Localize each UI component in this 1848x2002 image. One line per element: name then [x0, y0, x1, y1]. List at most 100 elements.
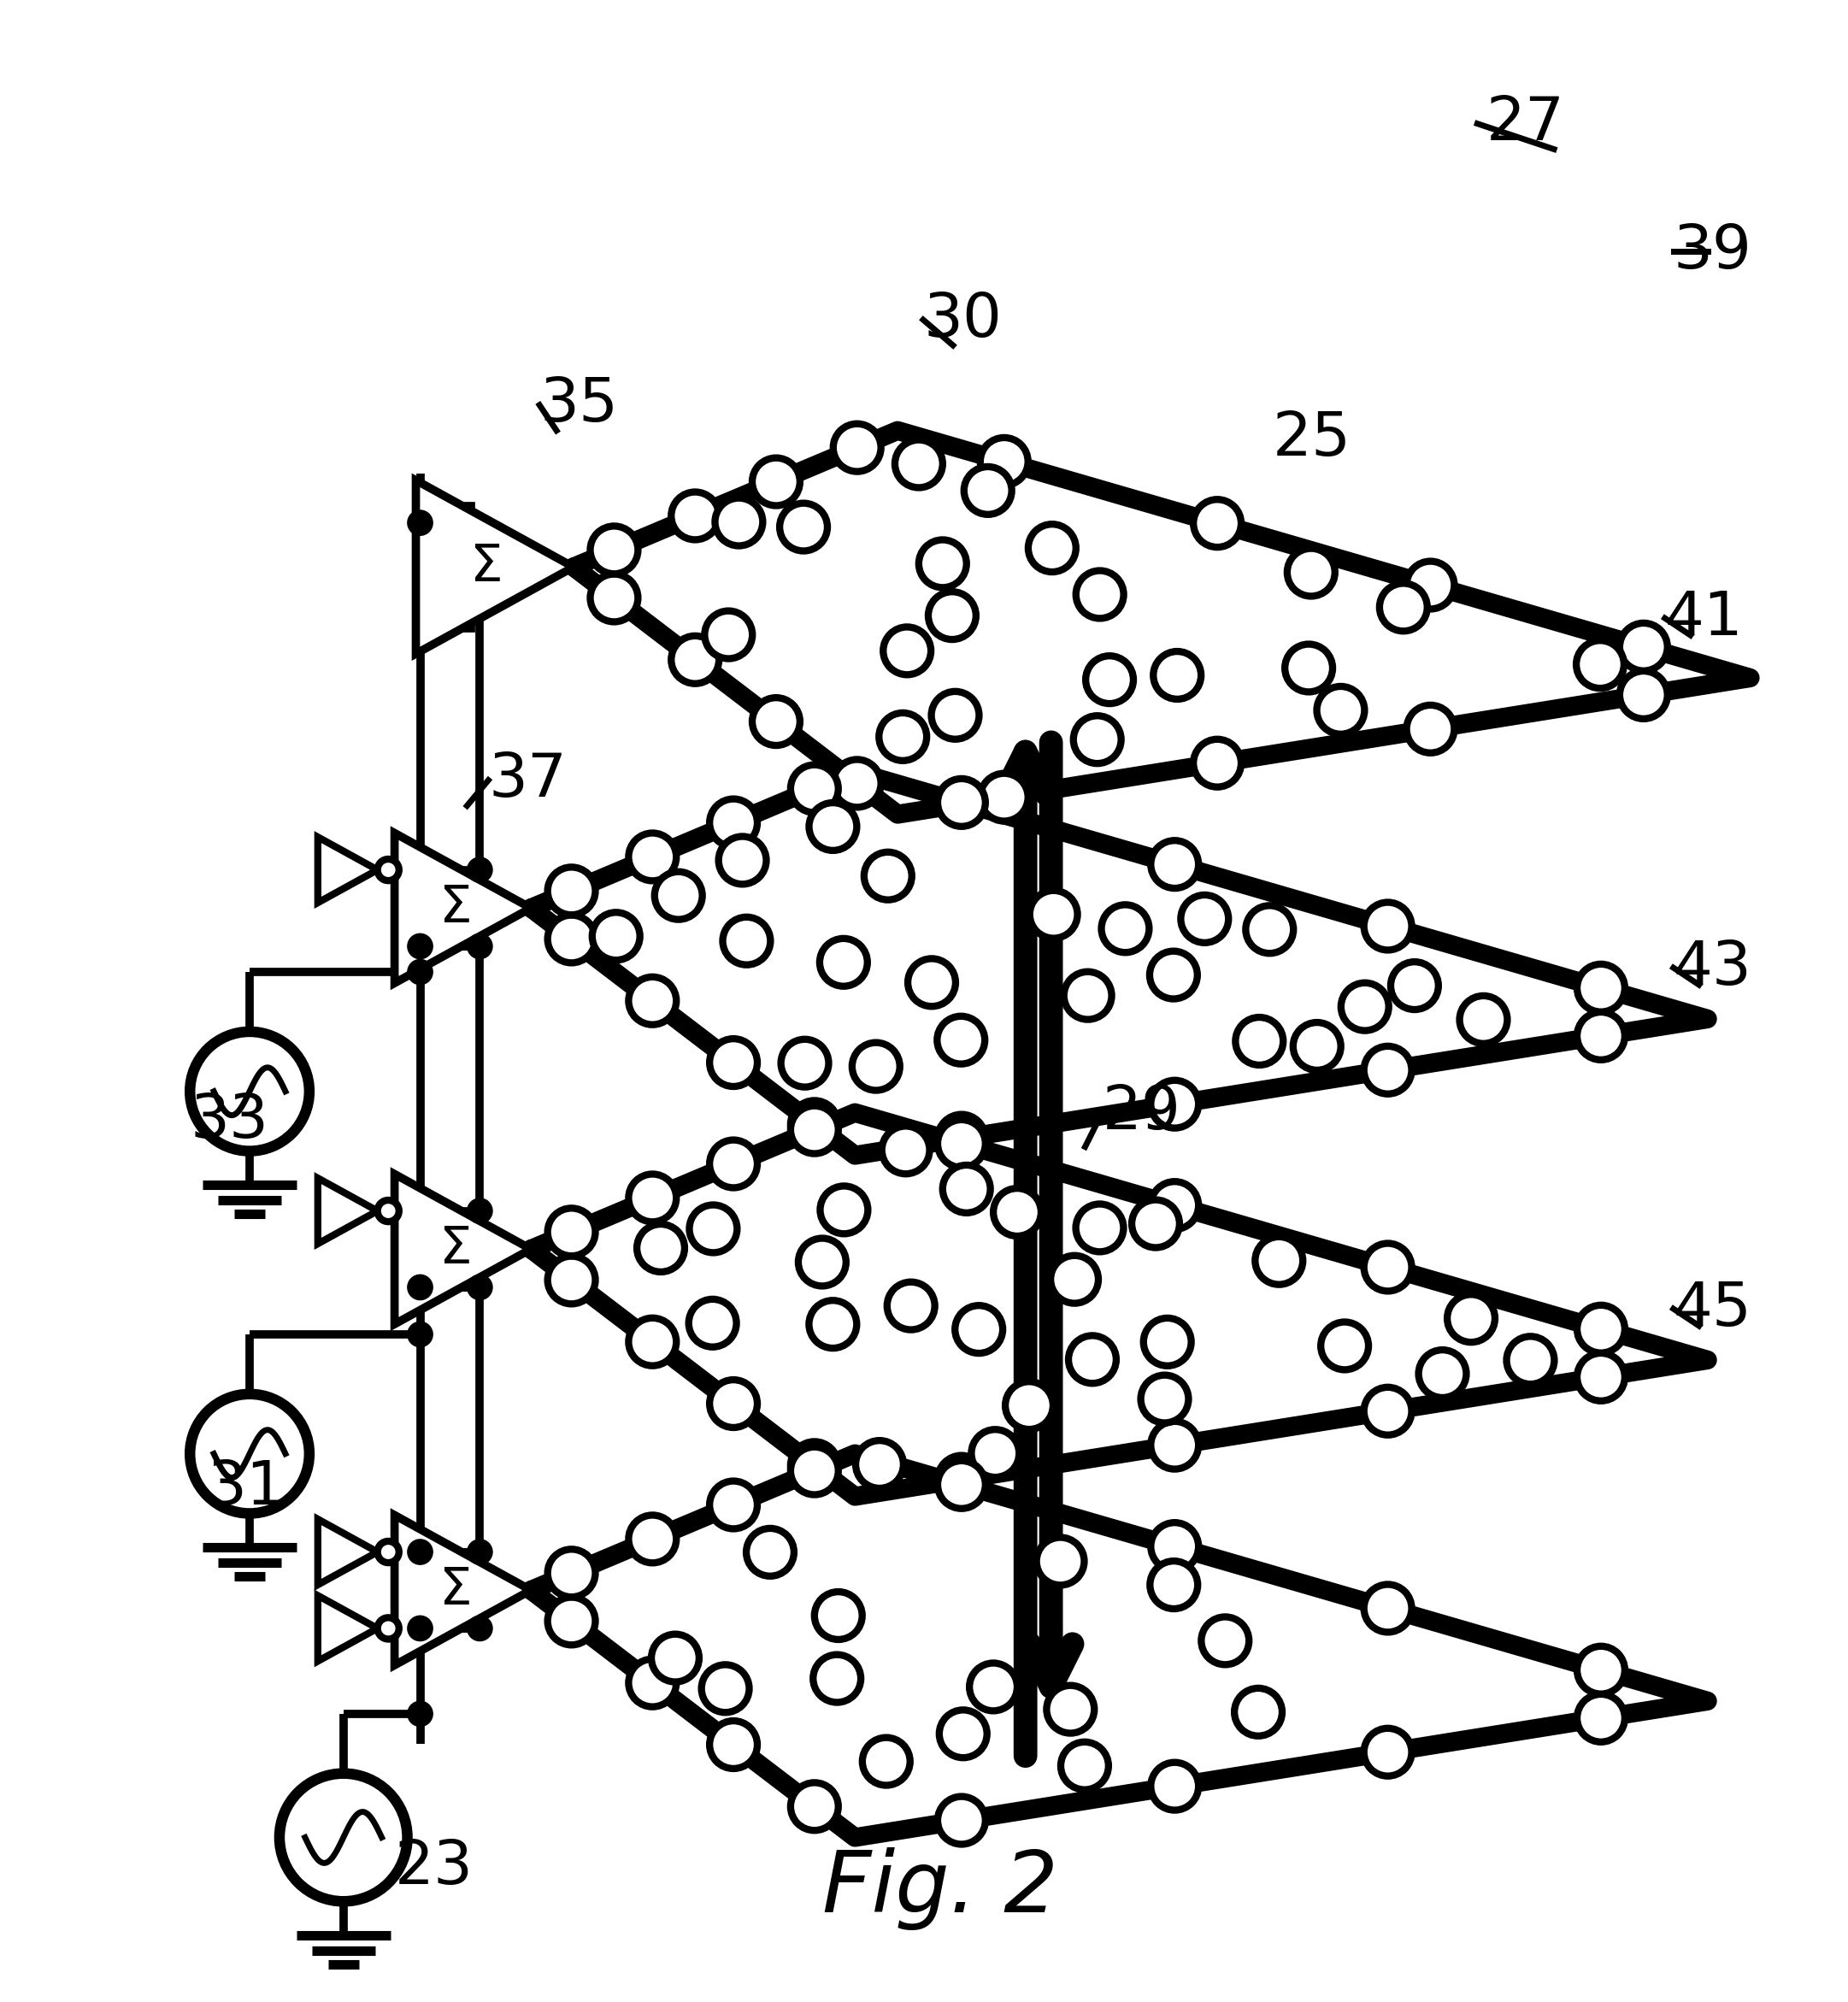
Bar	[425, 507, 471, 629]
Circle shape	[1576, 965, 1624, 1011]
Circle shape	[833, 759, 881, 807]
Circle shape	[704, 611, 752, 659]
Circle shape	[468, 1199, 492, 1223]
Circle shape	[979, 438, 1027, 484]
Circle shape	[1364, 1243, 1412, 1291]
Circle shape	[702, 1666, 748, 1712]
Circle shape	[1392, 961, 1438, 1009]
Circle shape	[1447, 1295, 1495, 1341]
Circle shape	[1151, 1421, 1199, 1469]
Circle shape	[955, 1305, 1003, 1353]
Circle shape	[1576, 1305, 1624, 1353]
Circle shape	[1076, 1203, 1124, 1251]
Circle shape	[638, 1223, 684, 1271]
Polygon shape	[395, 1173, 530, 1323]
Circle shape	[782, 1039, 828, 1087]
Circle shape	[970, 1664, 1016, 1712]
Circle shape	[1406, 561, 1454, 609]
Circle shape	[780, 503, 828, 551]
Circle shape	[791, 765, 839, 813]
Circle shape	[710, 799, 758, 847]
Circle shape	[1068, 1335, 1116, 1383]
Circle shape	[809, 1301, 857, 1347]
Circle shape	[1284, 645, 1332, 693]
Circle shape	[1619, 623, 1667, 671]
Circle shape	[628, 1516, 676, 1564]
Circle shape	[377, 859, 399, 881]
Polygon shape	[395, 1516, 530, 1666]
Text: 41: 41	[1665, 589, 1743, 649]
Circle shape	[1085, 657, 1133, 703]
Circle shape	[689, 1299, 737, 1347]
Circle shape	[1321, 1321, 1369, 1369]
Circle shape	[1064, 971, 1112, 1019]
Text: 33: 33	[190, 1091, 268, 1151]
Text: Σ: Σ	[471, 543, 503, 593]
Circle shape	[1181, 895, 1229, 943]
Text: Fig. 2: Fig. 2	[822, 1848, 1059, 1930]
Circle shape	[1144, 1317, 1192, 1365]
Circle shape	[628, 833, 676, 881]
Circle shape	[1364, 1387, 1412, 1435]
Circle shape	[1052, 1255, 1098, 1303]
Circle shape	[972, 1429, 1018, 1477]
Circle shape	[710, 1379, 758, 1427]
Circle shape	[408, 1275, 432, 1299]
Circle shape	[671, 492, 719, 541]
Circle shape	[928, 593, 976, 639]
Circle shape	[719, 837, 767, 885]
Polygon shape	[395, 833, 530, 983]
Circle shape	[628, 1317, 676, 1365]
Circle shape	[547, 1255, 595, 1303]
Text: 31: 31	[207, 1457, 286, 1518]
Text: 25: 25	[1273, 410, 1351, 468]
Polygon shape	[318, 837, 377, 903]
Circle shape	[937, 1017, 985, 1063]
Circle shape	[1506, 1337, 1554, 1383]
Text: 23: 23	[395, 1838, 473, 1896]
Circle shape	[1294, 1023, 1342, 1071]
Circle shape	[408, 961, 432, 983]
Circle shape	[1288, 549, 1334, 597]
Circle shape	[979, 773, 1027, 821]
Circle shape	[1576, 1694, 1624, 1742]
Circle shape	[1029, 891, 1077, 939]
Circle shape	[821, 1185, 869, 1233]
Circle shape	[813, 1654, 861, 1702]
Circle shape	[937, 1115, 985, 1161]
Circle shape	[1149, 951, 1198, 999]
Circle shape	[1153, 651, 1201, 699]
Circle shape	[547, 915, 595, 963]
Circle shape	[752, 697, 800, 745]
Circle shape	[190, 1393, 309, 1514]
Circle shape	[937, 1796, 985, 1844]
Text: Σ: Σ	[440, 1223, 473, 1275]
Circle shape	[408, 511, 432, 535]
Circle shape	[1061, 1742, 1109, 1790]
Circle shape	[747, 1528, 795, 1576]
Circle shape	[1194, 498, 1242, 547]
Circle shape	[1576, 1013, 1624, 1059]
Circle shape	[1037, 1538, 1085, 1586]
Circle shape	[965, 466, 1011, 515]
Circle shape	[1419, 1349, 1465, 1397]
Circle shape	[809, 803, 857, 851]
Circle shape	[591, 913, 639, 961]
Circle shape	[650, 1634, 699, 1682]
Circle shape	[791, 1101, 839, 1149]
Circle shape	[547, 1207, 595, 1255]
Text: 45: 45	[1674, 1279, 1752, 1337]
Text: 27: 27	[1486, 94, 1565, 152]
Circle shape	[1151, 1181, 1199, 1229]
Circle shape	[190, 1031, 309, 1151]
Circle shape	[887, 1281, 935, 1329]
Circle shape	[547, 1598, 595, 1646]
Circle shape	[1236, 1017, 1283, 1065]
Circle shape	[1151, 841, 1199, 889]
Circle shape	[1131, 1199, 1179, 1247]
Circle shape	[791, 1105, 839, 1153]
Circle shape	[833, 424, 881, 472]
Circle shape	[1576, 641, 1624, 689]
Circle shape	[894, 440, 942, 488]
Circle shape	[468, 1275, 492, 1299]
